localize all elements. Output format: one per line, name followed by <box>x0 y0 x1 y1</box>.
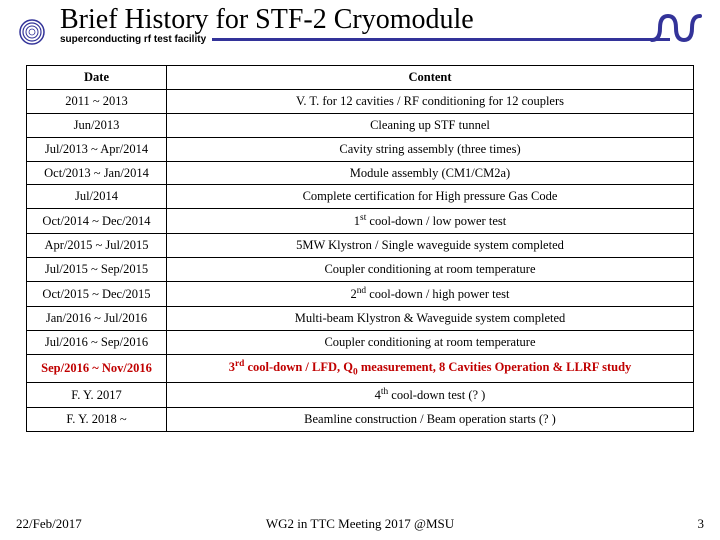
cell-date: Oct/2014 ~ Dec/2014 <box>27 209 167 234</box>
footer-date: 22/Feb/2017 <box>16 516 82 532</box>
cell-content: Coupler conditioning at room temperature <box>167 330 694 354</box>
stf-logo-icon <box>650 12 702 53</box>
cell-content: 5MW Klystron / Single waveguide system c… <box>167 234 694 258</box>
cell-content: 3rd cool-down / LFD, Q0 measurement, 8 C… <box>167 354 694 382</box>
cell-content: Coupler conditioning at room temperature <box>167 258 694 282</box>
cell-date: Oct/2013 ~ Jan/2014 <box>27 161 167 185</box>
cell-date: Jul/2016 ~ Sep/2016 <box>27 330 167 354</box>
cell-content: Complete certification for High pressure… <box>167 185 694 209</box>
cell-date: Apr/2015 ~ Jul/2015 <box>27 234 167 258</box>
cell-date: Jul/2015 ~ Sep/2015 <box>27 258 167 282</box>
slide-header: Brief History for STF-2 Cryomodule super… <box>0 0 720 45</box>
cell-date: Oct/2015 ~ Dec/2015 <box>27 282 167 307</box>
table-row: Apr/2015 ~ Jul/20155MW Klystron / Single… <box>27 234 694 258</box>
page-title: Brief History for STF-2 Cryomodule <box>60 4 700 36</box>
cell-date: Jul/2014 <box>27 185 167 209</box>
table-row: F. Y. 20174th cool-down test (? ) <box>27 383 694 408</box>
cell-content: V. T. for 12 cavities / RF conditioning … <box>167 89 694 113</box>
cell-content: Multi-beam Klystron & Waveguide system c… <box>167 307 694 331</box>
history-table-container: Date Content 2011 ~ 2013V. T. for 12 cav… <box>0 45 720 432</box>
table-row: Jul/2014Complete certification for High … <box>27 185 694 209</box>
table-row: Jul/2013 ~ Apr/2014Cavity string assembl… <box>27 137 694 161</box>
cell-date: 2011 ~ 2013 <box>27 89 167 113</box>
table-row: 2011 ~ 2013V. T. for 12 cavities / RF co… <box>27 89 694 113</box>
cell-date: Jan/2016 ~ Jul/2016 <box>27 307 167 331</box>
cell-content: Module assembly (CM1/CM2a) <box>167 161 694 185</box>
table-row: Oct/2014 ~ Dec/20141st cool-down / low p… <box>27 209 694 234</box>
col-header-content: Content <box>167 66 694 90</box>
table-row: Jul/2016 ~ Sep/2016Coupler conditioning … <box>27 330 694 354</box>
cell-date: Jul/2013 ~ Apr/2014 <box>27 137 167 161</box>
spiral-logo-icon <box>18 18 46 51</box>
table-header-row: Date Content <box>27 66 694 90</box>
table-row: Oct/2013 ~ Jan/2014Module assembly (CM1/… <box>27 161 694 185</box>
cell-content: 2nd cool-down / high power test <box>167 282 694 307</box>
header-divider <box>212 38 670 41</box>
footer-center: WG2 in TTC Meeting 2017 @MSU <box>266 516 454 532</box>
cell-content: 4th cool-down test (? ) <box>167 383 694 408</box>
cell-date: Jun/2013 <box>27 113 167 137</box>
history-table: Date Content 2011 ~ 2013V. T. for 12 cav… <box>26 65 694 432</box>
table-row: Jul/2015 ~ Sep/2015Coupler conditioning … <box>27 258 694 282</box>
cell-content: Beamline construction / Beam operation s… <box>167 408 694 432</box>
table-row: Oct/2015 ~ Dec/20152nd cool-down / high … <box>27 282 694 307</box>
col-header-date: Date <box>27 66 167 90</box>
table-row: Jan/2016 ~ Jul/2016Multi-beam Klystron &… <box>27 307 694 331</box>
footer-page-number: 3 <box>698 516 705 532</box>
cell-date: F. Y. 2018 ~ <box>27 408 167 432</box>
slide-footer: 22/Feb/2017 WG2 in TTC Meeting 2017 @MSU… <box>0 516 720 532</box>
cell-date: Sep/2016 ~ Nov/2016 <box>27 354 167 382</box>
table-row: Jun/2013Cleaning up STF tunnel <box>27 113 694 137</box>
cell-content: Cavity string assembly (three times) <box>167 137 694 161</box>
cell-content: Cleaning up STF tunnel <box>167 113 694 137</box>
cell-content: 1st cool-down / low power test <box>167 209 694 234</box>
cell-date: F. Y. 2017 <box>27 383 167 408</box>
subtitle-text: superconducting rf test facility <box>60 34 206 45</box>
table-row: Sep/2016 ~ Nov/20163rd cool-down / LFD, … <box>27 354 694 382</box>
table-row: F. Y. 2018 ~Beamline construction / Beam… <box>27 408 694 432</box>
